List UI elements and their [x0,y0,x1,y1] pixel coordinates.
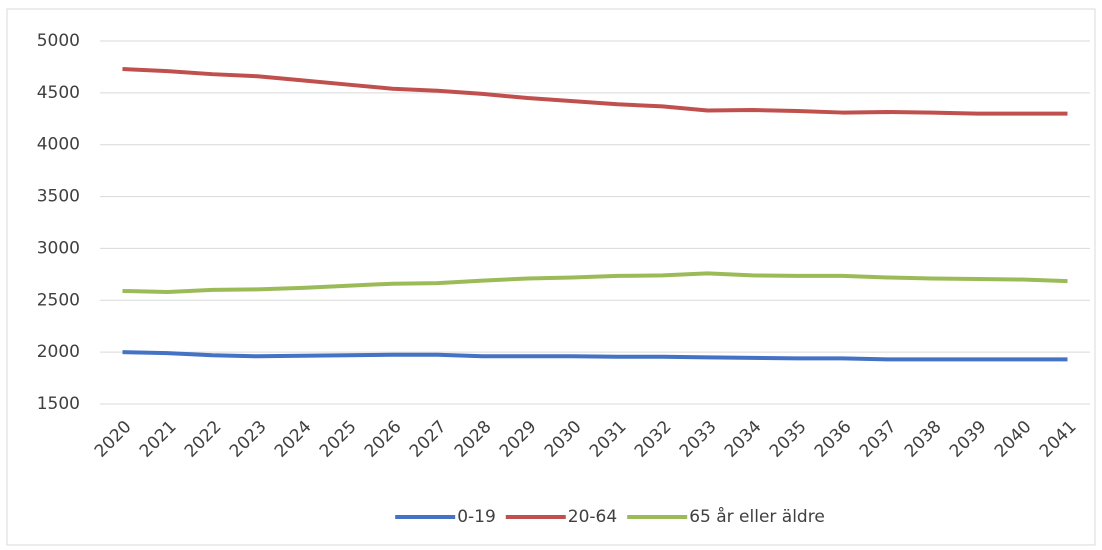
y-tick-label: 1500 [37,394,80,414]
y-tick-label: 3000 [37,238,80,258]
y-tick-label: 2000 [37,342,80,362]
y-tick-label: 4500 [37,83,80,103]
series-line [122,271,1068,294]
series-line [122,67,1068,116]
y-tick-label: 3500 [37,187,80,207]
series-line [122,350,1068,362]
legend-label: 65 år eller äldre [689,506,825,527]
legend-label: 20-64 [568,507,617,527]
legend-label: 0-19 [457,507,496,527]
y-tick-label: 5000 [37,31,80,51]
y-tick-label: 2500 [37,290,80,310]
y-tick-label: 4000 [37,135,80,155]
